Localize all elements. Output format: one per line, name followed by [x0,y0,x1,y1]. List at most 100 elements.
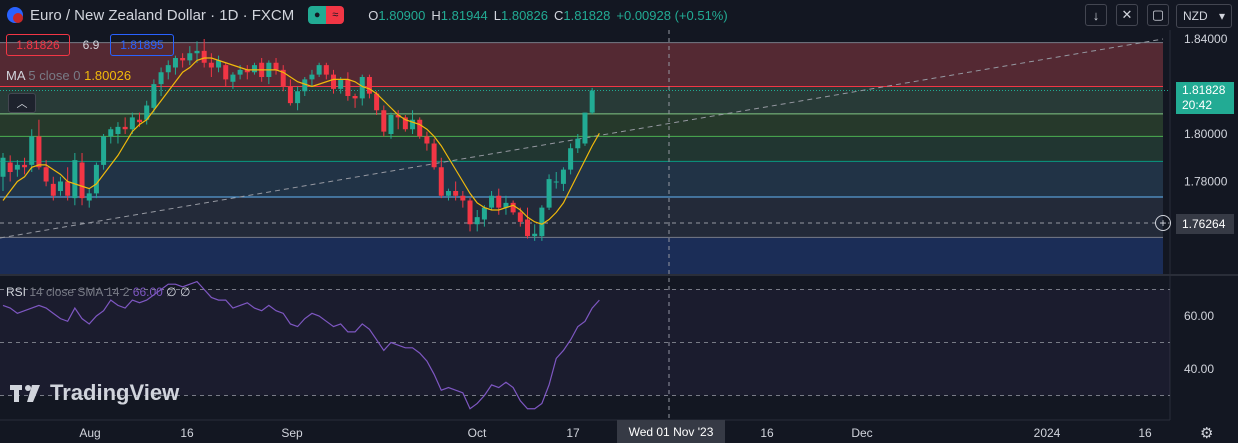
candle-body [72,160,78,199]
y-tick-label: 1.78000 [1184,175,1228,189]
chart-header: Euro / New Zealand Dollar · 1D · FXCM ● … [0,0,1170,30]
candle-body [453,191,459,196]
candle-body [7,162,13,172]
candle-body [108,129,114,137]
symbol-flag-icon [6,6,24,24]
candle-body [553,181,559,183]
spread-value: 6.9 [82,38,100,52]
currency-label: NZD [1183,9,1208,23]
candle-body [43,167,49,182]
axes: 1.84000 1.80000 1.78000 60.00 40.00 Aug 16 Sep O… [0,32,1228,440]
candle-body [57,181,63,191]
collapse-legend-button[interactable]: ︿ [8,93,36,113]
candle-body [180,58,186,61]
rsi-extra-2: ∅ [179,285,191,299]
gear-icon[interactable]: ⚙ [1200,425,1214,442]
candle-body [525,219,531,237]
candle-body [546,179,552,208]
candle-body [417,119,423,137]
fib-band [0,42,1163,87]
candle-body [323,65,329,75]
candle-body [50,183,56,196]
candle-body [338,79,344,89]
arrow-down-icon[interactable]: ↓ [1085,4,1107,26]
buy-button[interactable]: 1.81895 [110,34,174,56]
x-tick-label: 16 [180,426,194,440]
candle-body [316,65,322,75]
candle-body [388,115,394,134]
candle-body [115,126,121,134]
trendline [0,38,1164,239]
candle-body [223,65,229,80]
candle-body [158,72,164,85]
candle-body [122,126,128,130]
candle-body [496,195,502,208]
candle-body [532,233,538,237]
status-pill[interactable]: ● ≈ [308,6,345,24]
rsi-tick-label: 40.00 [1184,362,1214,376]
candle-body [273,62,279,70]
ma-label: MA [6,68,25,83]
ma-legend[interactable]: MA 5 close 0 1.80026 [6,68,131,83]
candle-body [503,202,509,208]
candle-body [302,79,308,92]
candle-body [575,138,581,149]
candle-body [101,136,107,165]
currency-select[interactable]: NZD ▾ [1176,4,1232,28]
ma-value: 1.80026 [84,68,132,83]
ma-params: 5 close 0 [28,68,81,83]
fullscreen-icon[interactable]: ▢ [1147,4,1169,26]
candle-body [489,195,495,208]
candle-body [460,195,466,201]
candle-body [172,58,178,68]
candle-body [560,169,566,184]
candle-body [402,117,408,130]
x-tick-label: Aug [79,426,100,440]
candle-body [230,74,236,82]
candle-body [568,148,574,170]
candle-body [244,69,250,73]
candle-body [137,119,143,123]
candle-body [359,77,365,99]
candle-body [79,162,85,199]
candle-body [14,164,20,170]
candle-body [445,191,451,196]
wave-icon: ≈ [326,6,345,24]
change-value: +0.00928 (+0.51%) [616,7,728,23]
brand-name: TradingView [50,380,180,405]
candle-body [309,74,315,80]
collapse-icon[interactable]: ✕ [1116,4,1138,26]
x-tick-label: Oct [468,426,487,440]
fib-band [0,113,1163,137]
ma-line [2,57,600,225]
candle-body [510,202,516,213]
candle-body [251,65,257,73]
candle-body [589,90,595,113]
rsi-legend[interactable]: RSI 14 close SMA 14 2 66.00 ∅ ∅ [6,285,190,299]
x-tick-label: Sep [281,426,303,440]
ma-path [2,57,600,225]
candle-body [395,115,401,118]
candle-body [86,193,92,201]
x-tick-label: 17 [566,426,580,440]
candle-body [29,136,35,165]
candle-body [331,74,337,89]
candle-body [36,136,42,168]
tradingview-logo[interactable]: TradingView [10,380,179,406]
candle-body [237,69,243,75]
ohlc-values: O1.80900 H1.81944 L1.80826 C1.81828 +0.0… [368,7,728,23]
fibonacci-bands [0,42,1163,274]
candle-body [467,200,473,225]
tradingview-icon [10,385,40,402]
candle-body [410,119,416,130]
rsi-extra-1: ∅ [166,285,177,299]
candle-body [194,50,200,54]
sell-button[interactable]: 1.81826 [6,34,70,56]
fib-band [0,86,1163,114]
candle-body [352,96,358,99]
y-tick-label: 1.80000 [1184,127,1228,141]
plus-circle-icon[interactable]: + [1155,215,1171,231]
x-tick-label: 2024 [1034,426,1061,440]
symbol-title[interactable]: Euro / New Zealand Dollar · 1D · FXCM [30,6,295,24]
